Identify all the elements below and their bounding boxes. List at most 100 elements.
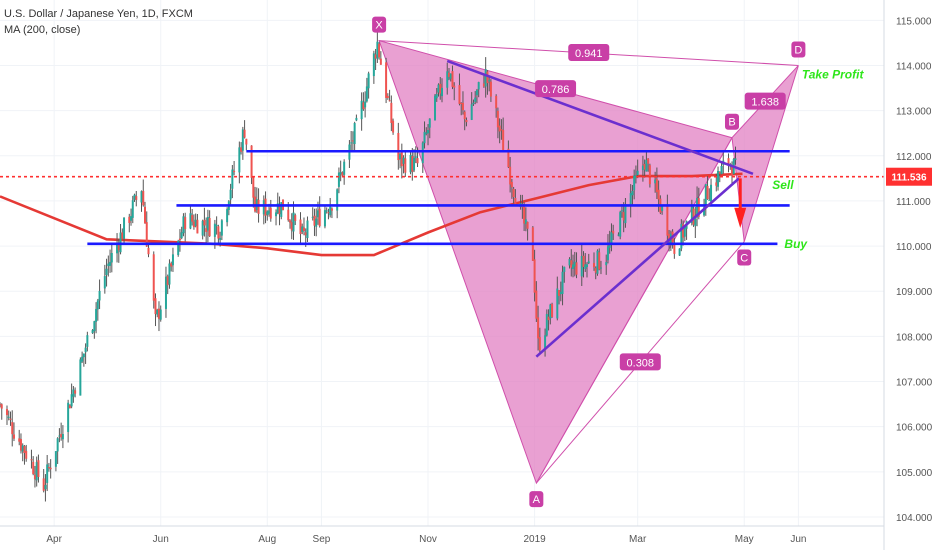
candle-down [264,198,267,216]
candle-up [96,300,99,310]
candle-down [668,233,671,242]
trendline [535,177,740,358]
last-price-value: 111.536 [891,173,926,184]
candle-down [551,304,554,318]
candle-down [154,298,157,315]
candle-down [152,254,155,301]
candle-up [268,210,271,214]
candle-down [49,467,52,470]
candle-up [690,206,693,224]
candle-down [240,147,243,152]
candle-down [592,263,595,268]
price-tick-label: 107.000 [896,378,932,389]
candle-down [157,308,160,319]
candle-up [605,262,608,266]
candle-up [130,216,133,221]
pattern-line-ab [535,137,733,484]
horizontal-levels[interactable] [87,149,790,246]
candle-down [533,259,536,293]
point-label-X: X [375,20,383,32]
candle-down [341,172,344,176]
candle-down [643,163,646,170]
candle-up [427,129,430,134]
price-tick-label: 110.000 [896,242,932,253]
candle-up [213,223,216,237]
candle-up [110,253,113,263]
candle-up [168,263,171,285]
candle-down [378,43,381,58]
pattern-triangle-xab [378,39,733,485]
annotation-take-profit: Take Profit [802,67,865,81]
candle-up [421,142,424,164]
price-tick-label: 111.000 [896,197,931,208]
candle-down [196,219,199,234]
candle-down [32,461,35,475]
candle-down [243,129,246,138]
candle-down [203,219,206,226]
candle-up [449,73,452,79]
candle-down [294,215,297,221]
symbol-title: U.S. Dollar / Japanese Yen, 1D, FXCM [4,8,193,20]
candle-up [72,389,75,397]
candle-up [477,82,480,90]
candle-down [19,439,22,451]
candle-up [79,359,82,396]
candle-down [547,316,550,321]
candle-up [402,157,405,164]
candle-up [323,210,326,227]
candle-down [374,54,377,59]
candle-down [400,151,403,167]
candle-down [510,181,513,188]
candle-up [446,71,449,88]
candle-up [399,154,402,160]
candle-up [266,211,269,215]
candle-up [241,129,244,151]
price-tick-label: 112.000 [896,152,932,163]
candle-up [376,41,379,59]
candle-up [35,462,38,481]
candle-up [280,202,283,217]
ratio-badge [568,44,610,62]
candle-up [470,104,473,120]
price-axis[interactable]: 104.000 105.000 106.000 107.000 108.000 109.0… [883,0,932,550]
candle-up [81,356,84,362]
candle-up [365,86,368,102]
candle-down [0,404,3,409]
candle-up [93,321,96,332]
candle-down [144,206,147,224]
candle-up [229,189,232,200]
point-label-A: A [533,494,541,506]
candle-up [201,220,204,236]
candle-down [647,158,650,164]
candle-down [302,227,305,231]
candle-down [502,130,505,152]
candle-up [413,157,416,171]
candle-down [385,62,388,98]
candle-up [180,232,183,239]
time-tick-label: Aug [258,534,276,545]
candle-down [0,403,1,405]
candle-up [704,184,707,206]
candle-up [131,200,134,218]
candle-up [568,258,571,266]
time-tick-label: Jun [790,534,806,545]
candle-up [580,255,583,277]
candle-down [128,216,131,223]
trendlines[interactable] [446,59,754,358]
candle-down [117,244,120,251]
candle-up [680,223,683,249]
candle-up [238,147,241,173]
candle-down [648,165,651,185]
candle-down [612,230,615,234]
candle-up [619,212,622,237]
candle-up [133,194,136,200]
candle-up [734,158,737,160]
time-axis[interactable]: Apr Jun Aug Sep Nov 2019 Mar May Jun [0,525,884,545]
candle-up [231,169,234,189]
candle-up [276,203,279,213]
time-tick-label: Apr [46,534,62,545]
candle-up [353,123,356,145]
candle-down [74,390,77,394]
candle-up [645,159,648,172]
